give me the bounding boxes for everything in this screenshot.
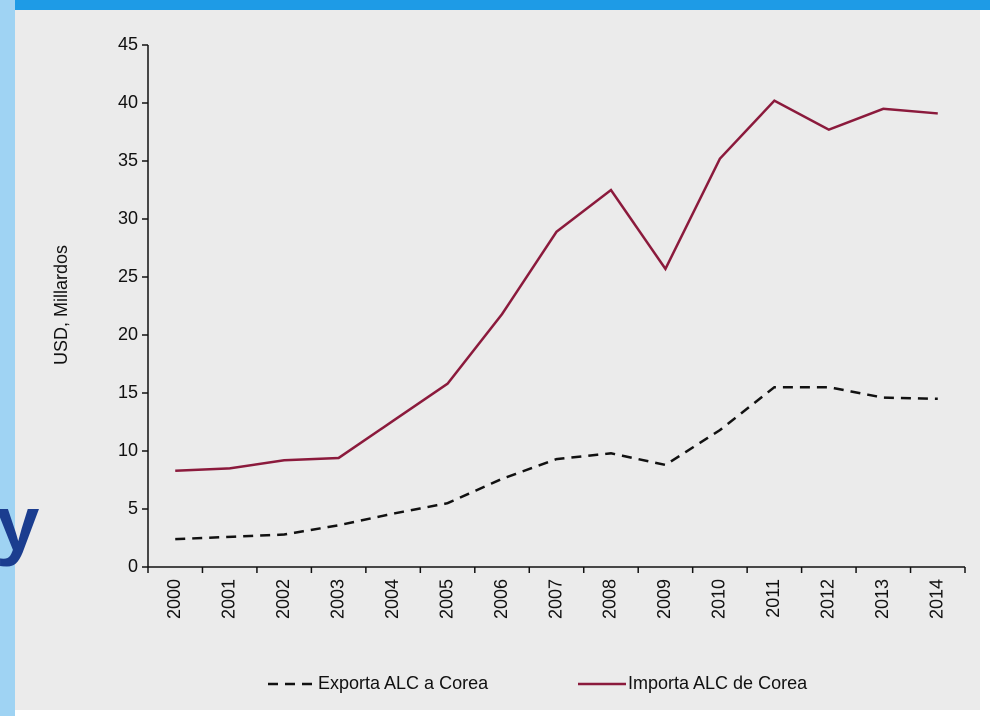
plot: 0 5 10 15 20 25 30 35 40 45 2000 2001 2002 2003 2004 20…: [118, 34, 966, 693]
x-tick-label: 2012: [818, 579, 838, 619]
y-tick-label: 30: [118, 208, 138, 228]
x-tick-label: 2010: [709, 579, 729, 619]
y-axis-label: USD, Millardos: [51, 245, 71, 365]
y-tick-label: 0: [128, 556, 138, 576]
series-line: [175, 99, 938, 472]
x-tick-label: 2002: [273, 579, 293, 619]
slide-fragment: y: [0, 480, 39, 568]
legend-label: Importa ALC de Corea: [628, 673, 808, 693]
y-tick-label: 10: [118, 440, 138, 460]
x-tick-label: 2004: [382, 579, 402, 619]
x-tick-label: 2007: [545, 579, 565, 619]
x-tick-label: 2013: [872, 579, 892, 619]
y-tick-label: 15: [118, 382, 138, 402]
x-tick-label: 2009: [654, 579, 674, 619]
x-tick-label: 2011: [763, 579, 783, 618]
x-tick-label: 2008: [600, 579, 620, 619]
top-band: [0, 0, 990, 10]
x-tick-label: 2014: [927, 579, 947, 619]
legend-label: Exporta ALC a Corea: [318, 673, 489, 693]
series-line: [175, 385, 938, 541]
y-tick-label: 20: [118, 324, 138, 344]
y-tick-label: 45: [118, 34, 138, 54]
left-band: [0, 0, 15, 716]
y-tick-label: 5: [128, 498, 138, 518]
x-tick-label: 2001: [218, 579, 238, 619]
x-tick-label: 2003: [327, 579, 347, 619]
y-tick-label: 25: [118, 266, 138, 286]
y-tick-label: 40: [118, 92, 138, 112]
x-tick-label: 2000: [164, 579, 184, 619]
x-tick-label: 2005: [436, 579, 456, 619]
y-tick-label: 35: [118, 150, 138, 170]
x-tick-label: 2006: [491, 579, 511, 619]
chart-box: [15, 10, 980, 710]
